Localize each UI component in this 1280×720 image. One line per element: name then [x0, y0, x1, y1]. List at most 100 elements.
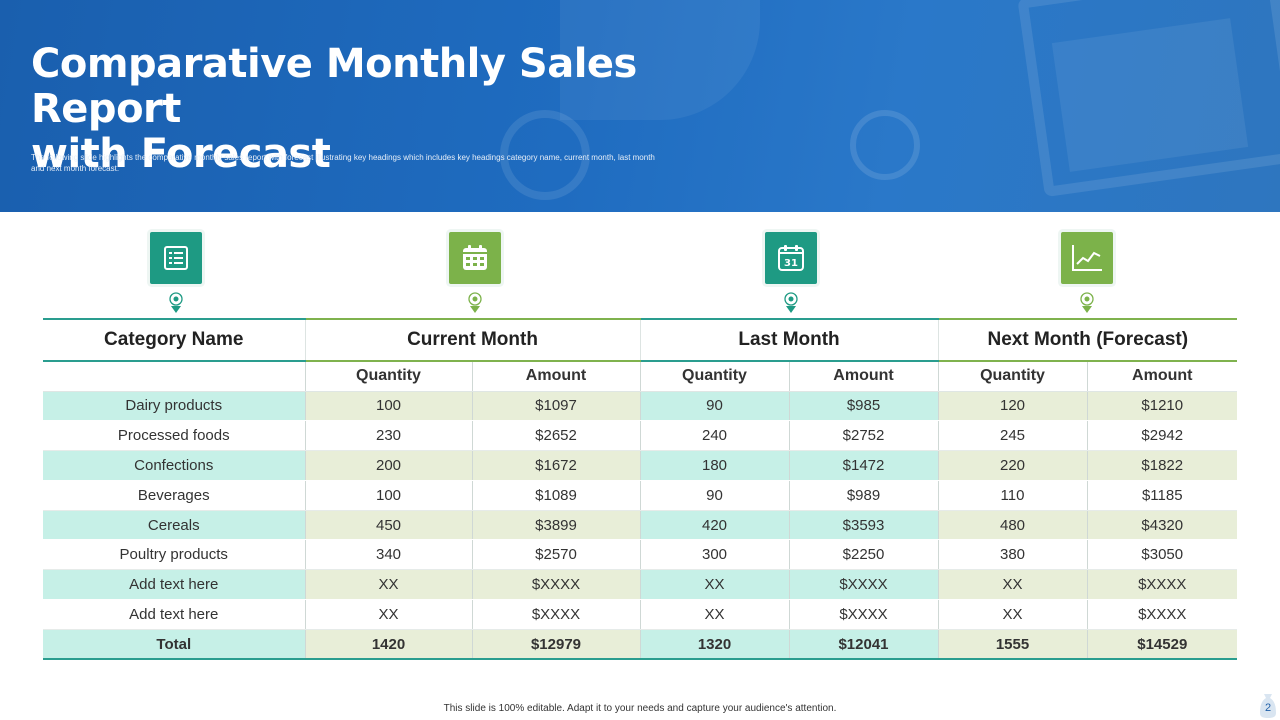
table-row: Processed foods 230 $2652 240 $2752 245 $2942 [43, 420, 1238, 452]
page-number-text: 2 [1264, 702, 1272, 714]
amount-cell: $1210 [1087, 391, 1238, 422]
amount-cell: $2250 [789, 539, 939, 571]
amount-cell: $12979 [472, 629, 641, 661]
calendar-31-icon: 31 [765, 232, 817, 284]
amount-cell: $3899 [472, 510, 641, 541]
amount-cell: $2652 [472, 420, 641, 452]
table-body: Dairy products 100 $1097 90 $985 120 $1210 Proc… [43, 391, 1238, 661]
header-amount: Amount [472, 361, 641, 392]
quantity-cell: 1555 [938, 629, 1088, 661]
quantity-cell: 220 [938, 450, 1088, 481]
amount-cell: $XXXX [1087, 599, 1238, 630]
category-cell: Beverages [43, 480, 306, 511]
amount-cell: $4320 [1087, 510, 1238, 541]
table-row: Confections 200 $1672 180 $1472 220 $1822 [43, 450, 1238, 481]
quantity-cell: 100 [305, 480, 473, 511]
title-line-1: Comparative Monthly Sales Report [31, 41, 637, 132]
category-cell: Cereals [43, 510, 306, 541]
page-number-badge-icon [1260, 694, 1276, 718]
category-cell: Dairy products [43, 391, 306, 422]
header-amount: Amount [1087, 361, 1238, 392]
line-chart-icon [1061, 232, 1113, 284]
calendar-day-label: 31 [784, 258, 798, 269]
quantity-cell: XX [938, 569, 1088, 601]
table-row: Dairy products 100 $1097 90 $985 120 $1210 [43, 391, 1238, 422]
quantity-cell: 380 [938, 539, 1088, 571]
location-pin-icon [784, 292, 798, 313]
page-title: Comparative Monthly Sales Report with Fo… [31, 42, 791, 177]
quantity-cell: 300 [640, 539, 790, 571]
header-last-month: Last Month [640, 318, 939, 362]
banner-decoration [1017, 0, 1280, 198]
header-category-name: Category Name [43, 318, 306, 362]
amount-cell: $3593 [789, 510, 939, 541]
quantity-cell: 120 [938, 391, 1088, 422]
category-cell: Poultry products [43, 539, 306, 571]
amount-cell: $2570 [472, 539, 641, 571]
amount-cell: $XXXX [1087, 569, 1238, 601]
category-cell: Add text here [43, 569, 306, 601]
header-quantity: Quantity [640, 361, 790, 392]
location-pin-icon [169, 292, 183, 313]
amount-cell: $1472 [789, 450, 939, 481]
header-quantity: Quantity [938, 361, 1088, 392]
quantity-cell: 200 [305, 450, 473, 481]
quantity-cell: 230 [305, 420, 473, 452]
location-pin-icon [1080, 292, 1094, 313]
amount-cell: $2942 [1087, 420, 1238, 452]
quantity-cell: 480 [938, 510, 1088, 541]
subtitle-line-2: and next month forecast. [31, 164, 120, 173]
quantity-cell: 240 [640, 420, 790, 452]
amount-cell: $XXXX [472, 599, 641, 630]
category-cell: Total [43, 629, 306, 661]
amount-cell: $985 [789, 391, 939, 422]
table-row: Add text here XX $XXXX XX $XXXX XX $XXXX [43, 569, 1238, 601]
table-row: Beverages 100 $1089 90 $989 110 $1185 [43, 480, 1238, 511]
amount-cell: $1097 [472, 391, 641, 422]
header-blank [43, 361, 306, 392]
quantity-cell: XX [305, 599, 473, 630]
banner-decoration [850, 110, 920, 180]
quantity-cell: 340 [305, 539, 473, 571]
quantity-cell: XX [640, 599, 790, 630]
table-row: Add text here XX $XXXX XX $XXXX XX $XXXX [43, 599, 1238, 630]
header-current-month: Current Month [305, 318, 641, 362]
header-amount: Amount [789, 361, 939, 392]
quantity-cell: 100 [305, 391, 473, 422]
quantity-cell: 245 [938, 420, 1088, 452]
amount-cell: $XXXX [472, 569, 641, 601]
header-banner [0, 0, 1280, 212]
footer-note: This slide is 100% editable. Adapt it to… [443, 703, 837, 714]
quantity-cell: 90 [640, 480, 790, 511]
quantity-cell: 90 [640, 391, 790, 422]
amount-cell: $1089 [472, 480, 641, 511]
table-total-row: Total 1420 $12979 1320 $12041 1555 $14529 [43, 629, 1238, 661]
category-cell: Confections [43, 450, 306, 481]
amount-cell: $12041 [789, 629, 939, 661]
table-sub-header-row: Quantity Amount Quantity Amount Quantity… [43, 361, 1238, 392]
location-pin-icon [468, 292, 482, 313]
category-cell: Processed foods [43, 420, 306, 452]
table-row: Poultry products 340 $2570 300 $2250 380 $3050 [43, 539, 1238, 571]
quantity-cell: 180 [640, 450, 790, 481]
amount-cell: $1672 [472, 450, 641, 481]
sales-report-table: Category Name Current Month Last Month N… [43, 318, 1238, 661]
table-row: Cereals 450 $3899 420 $3593 480 $4320 [43, 510, 1238, 541]
quantity-cell: 450 [305, 510, 473, 541]
page-subtitle: The following slide highlights the compa… [31, 152, 771, 174]
amount-cell: $989 [789, 480, 939, 511]
quantity-cell: 110 [938, 480, 1088, 511]
amount-cell: $2752 [789, 420, 939, 452]
amount-cell: $14529 [1087, 629, 1238, 661]
banner-decoration [500, 110, 590, 200]
subtitle-line-1: The following slide highlights the compa… [31, 153, 655, 162]
list-icon [150, 232, 202, 284]
header-quantity: Quantity [305, 361, 473, 392]
amount-cell: $1822 [1087, 450, 1238, 481]
amount-cell: $3050 [1087, 539, 1238, 571]
page-number: 2 [1259, 693, 1277, 718]
title-line-2: with Forecast [31, 131, 331, 177]
quantity-cell: XX [305, 569, 473, 601]
quantity-cell: 1320 [640, 629, 790, 661]
table-group-header-row: Category Name Current Month Last Month N… [43, 318, 1238, 362]
